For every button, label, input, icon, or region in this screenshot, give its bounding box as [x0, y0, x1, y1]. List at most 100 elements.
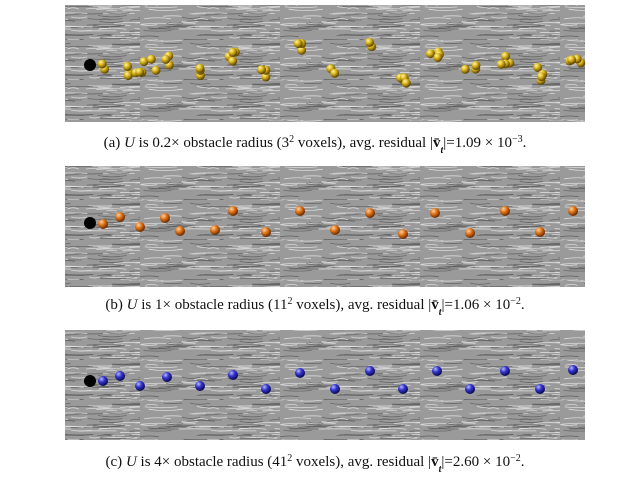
- particle: [496, 59, 506, 69]
- particle: [135, 381, 145, 391]
- particle: [535, 384, 545, 394]
- particle: [175, 226, 185, 236]
- particle: [460, 64, 470, 74]
- particle: [500, 366, 510, 376]
- particle: [261, 72, 271, 82]
- caption-part: 2: [287, 296, 292, 307]
- caption: (a) U is 0.2× obstacle radius (32 voxels…: [104, 134, 527, 156]
- panel: (a) U is 0.2× obstacle radius (32 voxels…: [65, 5, 586, 156]
- caption-part: voxels), avg. residual |: [294, 135, 433, 151]
- particle: [535, 227, 545, 237]
- particle: [536, 72, 546, 82]
- particle: [330, 384, 340, 394]
- particle: [433, 52, 443, 62]
- caption-part: is 1× obstacle radius (11: [137, 297, 287, 313]
- caption-part: −3: [512, 134, 523, 145]
- flow-texture: [65, 330, 585, 440]
- particle: [228, 56, 238, 66]
- particle: [162, 372, 172, 382]
- particle: [568, 206, 578, 216]
- particle: [139, 57, 149, 67]
- caption-part: 2: [289, 134, 294, 145]
- caption-part: is 4× obstacle radius (41: [137, 454, 288, 470]
- particle: [567, 55, 577, 65]
- particle: [151, 65, 161, 75]
- particle: [195, 63, 205, 73]
- particle: [500, 206, 510, 216]
- obstacle: [84, 217, 96, 229]
- particle: [425, 49, 435, 59]
- caption-part: voxels), avg. residual |: [292, 297, 431, 313]
- caption-part: (b): [105, 297, 126, 313]
- particle: [195, 381, 205, 391]
- particle: [97, 59, 107, 69]
- obstacle: [84, 59, 96, 71]
- caption-part: v̄: [431, 297, 439, 313]
- particle: [295, 368, 305, 378]
- particle: [115, 371, 125, 381]
- particle: [365, 208, 375, 218]
- particle: [228, 206, 238, 216]
- particle: [123, 71, 133, 81]
- particle: [297, 45, 307, 55]
- particle: [330, 225, 340, 235]
- particle: [398, 384, 408, 394]
- caption-part: t: [440, 145, 444, 156]
- caption-part: t: [439, 464, 443, 475]
- obstacle: [84, 375, 96, 387]
- caption-part: |=1.06 × 10: [442, 297, 511, 313]
- particle: [465, 384, 475, 394]
- particle: [210, 225, 220, 235]
- particle: [123, 62, 133, 72]
- particle: [398, 229, 408, 239]
- particle: [228, 47, 238, 57]
- particle: [146, 54, 156, 64]
- particle: [161, 54, 171, 64]
- particle: [295, 206, 305, 216]
- caption-part: voxels), avg. residual |: [292, 454, 431, 470]
- particle: [98, 376, 108, 386]
- caption-part: is 0.2× obstacle radius (3: [135, 135, 289, 151]
- particle: [365, 366, 375, 376]
- caption-part: U: [124, 135, 136, 151]
- caption-part: .: [523, 135, 527, 151]
- caption-part: v̄: [433, 135, 441, 151]
- particle: [228, 370, 238, 380]
- caption-part: t: [439, 307, 443, 318]
- caption-part: −2: [510, 453, 521, 464]
- particle: [432, 366, 442, 376]
- particle: [115, 212, 125, 222]
- particle: [568, 365, 578, 375]
- particle: [465, 228, 475, 238]
- particle: [330, 68, 340, 78]
- particle: [135, 222, 145, 232]
- particle: [135, 67, 145, 77]
- particle: [98, 219, 108, 229]
- particle: [160, 213, 170, 223]
- caption-part: (c): [106, 454, 126, 470]
- caption-part: −2: [510, 296, 521, 307]
- panel: (b) U is 1× obstacle radius (112 voxels)…: [65, 166, 585, 318]
- particle: [257, 65, 267, 75]
- particle: [501, 51, 511, 61]
- particle: [471, 61, 481, 71]
- particle: [261, 384, 271, 394]
- caption-part: 2: [287, 453, 292, 464]
- caption-part: v̄: [431, 454, 439, 470]
- caption-part: .: [521, 297, 525, 313]
- particle: [364, 37, 374, 47]
- caption-part: |=1.09 × 10: [443, 135, 512, 151]
- caption: (c) U is 4× obstacle radius (412 voxels)…: [106, 453, 525, 475]
- particle: [533, 62, 543, 72]
- caption-part: U: [126, 454, 138, 470]
- particle: [430, 208, 440, 218]
- caption-part: U: [127, 297, 139, 313]
- particle: [261, 227, 271, 237]
- flow-texture: [65, 166, 585, 287]
- caption-part: (a): [104, 135, 124, 151]
- panel: (c) U is 4× obstacle radius (412 voxels)…: [65, 330, 585, 475]
- caption-part: .: [521, 454, 525, 470]
- caption-part: |=2.60 × 10: [441, 454, 510, 470]
